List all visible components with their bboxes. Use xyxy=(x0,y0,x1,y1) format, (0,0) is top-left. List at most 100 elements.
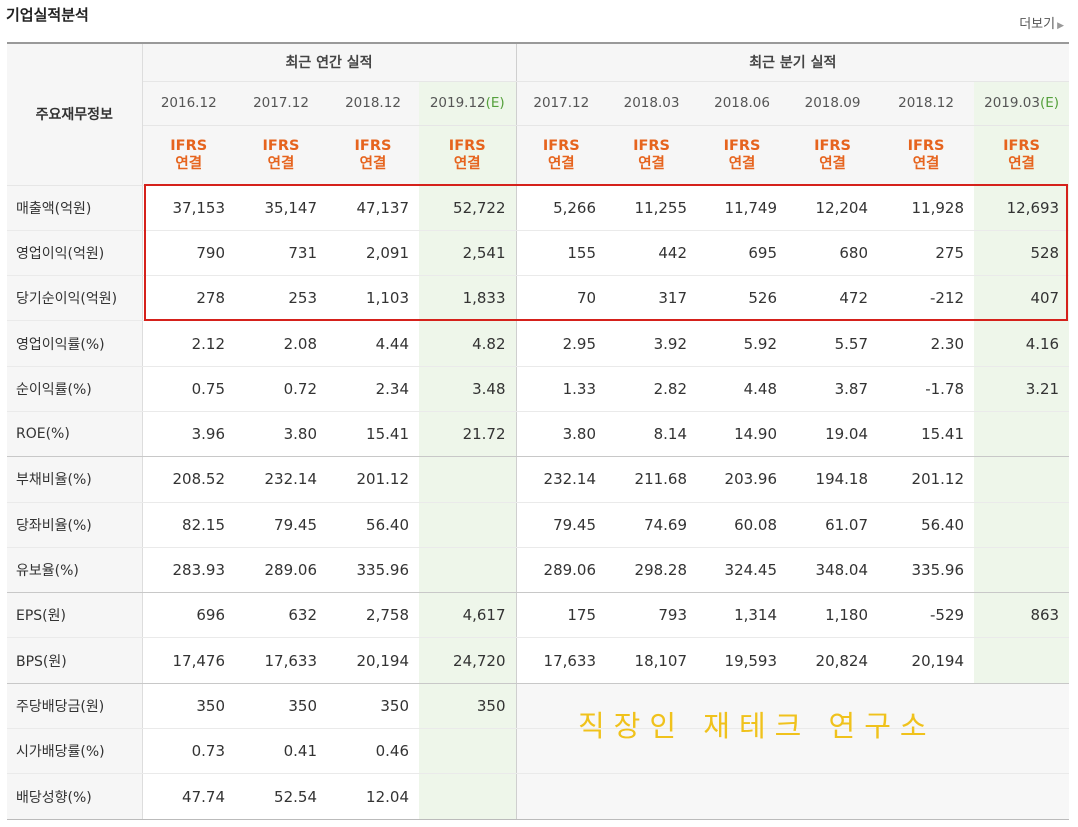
value-cell: 70 xyxy=(516,275,607,322)
ifrs-basis: IFRS 연결 xyxy=(142,125,235,186)
value-cell: 194.18 xyxy=(787,456,879,503)
row-label: 영업이익(억원) xyxy=(7,230,143,277)
value-cell: 528 xyxy=(974,230,1070,277)
value-cell: 3.87 xyxy=(787,366,879,412)
value-cell xyxy=(419,773,517,820)
value-cell: 4.44 xyxy=(327,320,419,367)
ifrs-basis: IFRS 연결 xyxy=(787,125,879,186)
value-cell: 2,091 xyxy=(327,230,419,277)
value-cell xyxy=(419,728,517,775)
table-row: 매출액(억원) 37,153 35,147 47,137 52,722 5,266 11,2… xyxy=(7,185,1070,231)
value-cell xyxy=(878,683,975,730)
estimate-mark: (E) xyxy=(485,95,505,111)
value-cell: 79.45 xyxy=(235,502,327,548)
value-cell: 335.96 xyxy=(327,547,419,594)
value-cell: 11,749 xyxy=(697,185,788,231)
value-cell: 1,833 xyxy=(419,275,517,322)
value-cell: 20,194 xyxy=(327,637,419,684)
section-title: 기업실적분석 xyxy=(6,6,89,24)
basis-line2: 연결 xyxy=(1008,156,1035,172)
value-cell: 12.04 xyxy=(327,773,419,820)
ifrs-basis: IFRS 연결 xyxy=(419,125,517,186)
value-cell: 17,633 xyxy=(235,637,327,684)
period-header: 2018.03 xyxy=(606,81,698,126)
value-cell: 8.14 xyxy=(606,411,698,458)
value-cell: 335.96 xyxy=(878,547,975,594)
value-cell xyxy=(787,728,879,775)
value-cell: 19,593 xyxy=(697,637,788,684)
value-cell: 24,720 xyxy=(419,637,517,684)
value-cell: 56.40 xyxy=(878,502,975,548)
value-cell: 3.48 xyxy=(419,366,517,412)
value-cell: 298.28 xyxy=(606,547,698,594)
table-row: BPS(원) 17,476 17,633 20,194 24,720 17,633 18,1… xyxy=(7,637,1070,684)
value-cell xyxy=(974,637,1070,684)
value-cell: 19.04 xyxy=(787,411,879,458)
value-cell: 52.54 xyxy=(235,773,327,820)
value-cell: 4,617 xyxy=(419,592,517,639)
value-cell: 17,476 xyxy=(142,637,235,684)
value-cell: 275 xyxy=(878,230,975,277)
value-cell xyxy=(516,773,607,820)
value-cell xyxy=(878,773,975,820)
value-cell: 3.80 xyxy=(235,411,327,458)
value-cell: 4.48 xyxy=(697,366,788,412)
row-label: 영업이익률(%) xyxy=(7,320,143,367)
basis-line1: IFRS xyxy=(170,138,208,154)
value-cell: 283.93 xyxy=(142,547,235,594)
value-cell: 2.34 xyxy=(327,366,419,412)
value-cell xyxy=(974,683,1070,730)
value-cell: 232.14 xyxy=(516,456,607,503)
value-cell: 696 xyxy=(142,592,235,639)
value-cell xyxy=(419,547,517,594)
table-row: 배당성향(%) 47.74 52.54 12.04 xyxy=(7,773,1070,820)
value-cell: 11,928 xyxy=(878,185,975,231)
value-cell: 278 xyxy=(142,275,235,322)
value-cell: 56.40 xyxy=(327,502,419,548)
value-cell: 253 xyxy=(235,275,327,322)
value-cell xyxy=(974,456,1070,503)
annual-group-header: 최근 연간 실적 xyxy=(142,42,517,82)
period-date: 2019.03 xyxy=(984,95,1040,111)
value-cell: 175 xyxy=(516,592,607,639)
value-cell: 11,255 xyxy=(606,185,698,231)
basis-line2: 연결 xyxy=(175,156,203,172)
value-cell: 324.45 xyxy=(697,547,788,594)
value-cell: 47.74 xyxy=(142,773,235,820)
value-cell: 47,137 xyxy=(327,185,419,231)
value-cell: 2.82 xyxy=(606,366,698,412)
period-date: 2017.12 xyxy=(253,95,309,111)
basis-line1: IFRS xyxy=(542,138,580,154)
period-date: 2018.12 xyxy=(898,95,954,111)
value-cell: 4.16 xyxy=(974,320,1070,367)
table-row: 시가배당률(%) 0.73 0.41 0.46 xyxy=(7,728,1070,775)
basis-line1: IFRS xyxy=(262,138,300,154)
value-cell: 350 xyxy=(235,683,327,730)
period-date: 2018.06 xyxy=(714,95,770,111)
value-cell: 472 xyxy=(787,275,879,322)
period-header: 2018.12 xyxy=(327,81,419,126)
value-cell: 695 xyxy=(697,230,788,277)
value-cell: 60.08 xyxy=(697,502,788,548)
value-cell: 201.12 xyxy=(878,456,975,503)
ifrs-basis: IFRS 연결 xyxy=(878,125,975,186)
period-date: 2017.12 xyxy=(533,95,590,111)
value-cell: 2.12 xyxy=(142,320,235,367)
more-link[interactable]: 더보기 ▶ xyxy=(1019,13,1064,32)
value-cell: 2,541 xyxy=(419,230,517,277)
row-label: ROE(%) xyxy=(7,411,143,458)
value-cell: 20,824 xyxy=(787,637,879,684)
row-label: BPS(원) xyxy=(7,637,143,684)
row-label: 시가배당률(%) xyxy=(7,728,143,775)
table-row: EPS(원) 696 632 2,758 4,617 175 793 1,314 1,180 -5… xyxy=(7,592,1070,639)
value-cell: 5.92 xyxy=(697,320,788,367)
value-cell: 12,204 xyxy=(787,185,879,231)
value-cell: 289.06 xyxy=(516,547,607,594)
value-cell: 348.04 xyxy=(787,547,879,594)
value-cell: 12,693 xyxy=(974,185,1070,231)
value-cell: 632 xyxy=(235,592,327,639)
watermark-text: 직장인 재테크 연구소 xyxy=(578,709,936,743)
value-cell: 21.72 xyxy=(419,411,517,458)
period-date: 2018.09 xyxy=(804,95,861,111)
value-cell: 680 xyxy=(787,230,879,277)
